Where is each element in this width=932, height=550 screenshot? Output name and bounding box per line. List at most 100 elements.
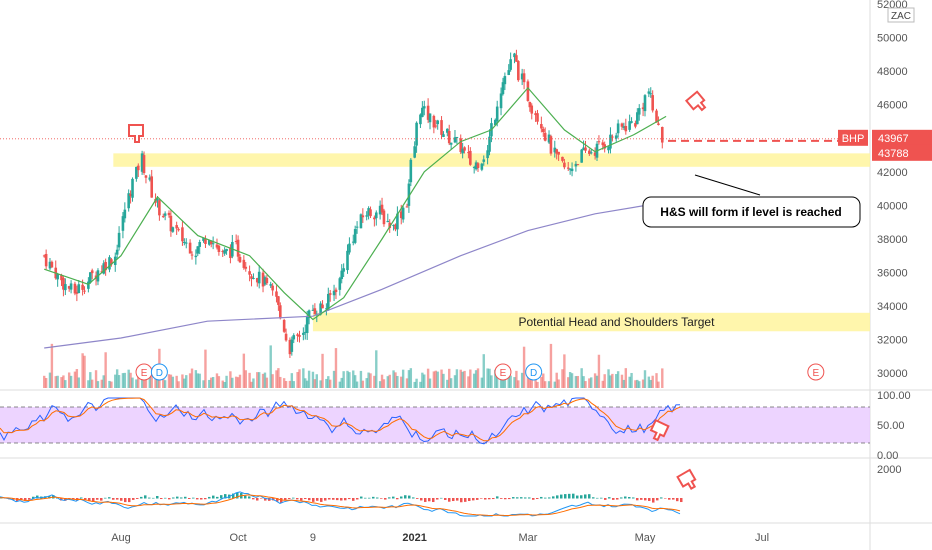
volume-bar <box>557 379 560 388</box>
candle-body <box>348 243 351 253</box>
macd-histogram-bar <box>224 494 227 499</box>
volume-bar <box>476 368 480 388</box>
volume-bar <box>338 381 342 388</box>
macd-histogram-bar <box>108 497 111 499</box>
price-tick-label: 48000 <box>877 66 908 78</box>
macd-histogram-bar <box>320 498 323 502</box>
macd-tick-label: 2000 <box>877 464 901 476</box>
candle-body <box>394 224 397 230</box>
time-axis[interactable]: Aug Oct 9 2021 Mar May Jul <box>111 532 769 544</box>
volume-bar <box>221 380 224 388</box>
volume-bar <box>382 379 386 388</box>
candle-body <box>303 331 307 333</box>
macd-histogram-bar <box>348 498 351 500</box>
macd-histogram-bar <box>388 497 391 499</box>
candle-body <box>269 284 273 286</box>
candle-body <box>540 124 543 129</box>
volume-bar <box>282 378 286 388</box>
volume-bar <box>415 378 418 388</box>
candle-body <box>183 241 186 243</box>
volume-bar <box>175 375 178 388</box>
candle-body <box>275 291 278 297</box>
candle-body <box>261 272 265 287</box>
volume-bar <box>507 371 510 388</box>
candle-body <box>543 132 547 141</box>
candle-body <box>459 138 463 153</box>
volume-bar <box>217 376 221 388</box>
volume-bar <box>513 377 516 388</box>
time-tick-label: Jul <box>755 532 769 544</box>
macd-histogram-bar <box>308 498 311 501</box>
volume-bar <box>555 372 558 388</box>
candle-body <box>440 120 443 135</box>
volume-bar <box>611 373 614 388</box>
candle-body <box>641 107 645 110</box>
volume-bar <box>584 381 587 388</box>
volume-bar <box>183 378 186 388</box>
volume-bar <box>432 371 436 388</box>
volume-bar <box>290 373 294 388</box>
macd-histogram-bar <box>616 498 619 500</box>
callout-pointer <box>694 174 761 196</box>
price-tick-label: 42000 <box>877 167 908 179</box>
macd-histogram-bar <box>620 497 623 499</box>
candle-body <box>279 305 282 319</box>
candle-body <box>555 149 559 154</box>
candle-body <box>217 245 221 252</box>
hand-pointer-icon <box>649 418 670 442</box>
macd-histogram-bar <box>88 498 91 502</box>
volume-bar <box>601 380 604 388</box>
volume-bar <box>568 372 572 388</box>
candle-body <box>158 200 161 216</box>
candle-body <box>353 229 357 243</box>
volume-bar <box>319 380 322 388</box>
symbol-tag-label: BHP <box>842 133 865 145</box>
macd-histogram-bar <box>456 498 459 501</box>
candle-body <box>382 210 386 225</box>
candle-body <box>643 95 647 112</box>
time-tick-label: Oct <box>230 532 247 544</box>
volume-bar <box>108 380 111 388</box>
candle-body <box>50 261 54 268</box>
volume-bar <box>129 372 132 388</box>
candle-body <box>234 241 238 243</box>
macd-histogram-bar <box>572 493 575 499</box>
macd-histogram-bar <box>408 495 411 499</box>
macd-histogram-bar <box>460 498 463 503</box>
candle-body <box>196 246 200 254</box>
macd-histogram-bar <box>632 497 635 499</box>
macd-histogram-bar <box>424 498 427 502</box>
candle-body <box>334 289 338 293</box>
volume-bar <box>277 368 280 388</box>
volume-bar <box>651 375 654 388</box>
macd-histogram-bar <box>116 498 119 500</box>
candle-body <box>148 177 152 180</box>
time-tick-label: Mar <box>518 532 537 544</box>
macd-histogram-bar <box>668 498 671 500</box>
volume-bar <box>373 375 376 388</box>
candle-body <box>44 253 48 267</box>
event-marker <box>525 363 543 381</box>
moving-averages <box>44 86 667 349</box>
price-tick-label: 40000 <box>877 200 908 212</box>
price-axis[interactable]: 3000032000340003600038000400004200044000… <box>838 0 932 476</box>
macd-histogram-bar <box>452 498 455 502</box>
candle-body <box>351 241 355 243</box>
macd-histogram-bar <box>436 498 439 500</box>
volume-bar <box>388 374 391 388</box>
volume-bar <box>520 372 524 388</box>
candle-body <box>651 95 654 111</box>
candle-body <box>144 175 148 178</box>
volume-bar <box>657 381 660 388</box>
candle-body <box>64 284 67 291</box>
macd-histogram-bar <box>368 497 371 499</box>
macd-histogram-bar <box>444 498 447 500</box>
macd-histogram-bar <box>260 498 263 499</box>
volume-bar <box>190 368 194 388</box>
candle-body <box>657 123 660 125</box>
volume-bar <box>522 346 526 388</box>
macd-histogram-bar <box>196 498 199 500</box>
candle-body <box>399 211 403 219</box>
